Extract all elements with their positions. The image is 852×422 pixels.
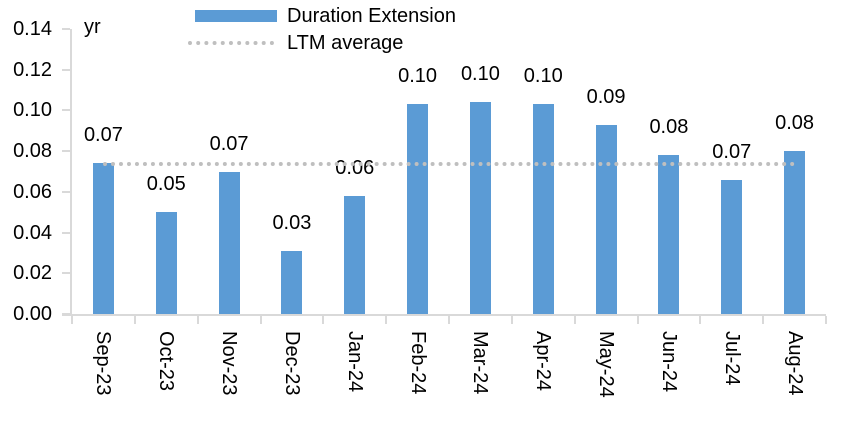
- bar: [218, 171, 240, 314]
- bar: [92, 163, 114, 314]
- y-axis-tick: [62, 272, 70, 275]
- bar-value-label: 0.07: [712, 140, 752, 163]
- bar: [469, 102, 491, 314]
- y-axis-tick: [62, 190, 70, 193]
- legend-label: LTM average: [287, 31, 404, 54]
- y-axis-label: 0.06: [13, 180, 52, 203]
- bar-value-label: 0.09: [586, 85, 626, 108]
- bar-value-label: 0.05: [146, 173, 186, 196]
- y-axis-line: [70, 29, 72, 316]
- x-axis-tick: [573, 316, 576, 324]
- y-axis-tick: [62, 68, 70, 71]
- bar-value-label: 0.10: [398, 65, 438, 88]
- ltm-average-line: [103, 162, 795, 167]
- x-axis-tick: [259, 316, 262, 324]
- bar: [784, 151, 806, 314]
- bar: [721, 179, 743, 314]
- bar-swatch-icon: [195, 9, 277, 22]
- x-axis-tick: [133, 316, 136, 324]
- chart-legend: Duration Extension LTM average: [188, 2, 456, 56]
- bar-value-label: 0.06: [335, 156, 375, 179]
- x-axis-tick: [825, 316, 827, 324]
- bar-value-label: 0.08: [775, 112, 815, 135]
- x-axis-tick: [322, 316, 325, 324]
- bar-value-label: 0.08: [649, 116, 689, 139]
- x-axis-line: [62, 314, 826, 316]
- bar: [344, 195, 366, 314]
- y-axis-label: 0.00: [13, 303, 52, 325]
- x-axis-tick: [448, 316, 450, 324]
- x-axis-tick: [699, 316, 702, 324]
- bar: [658, 155, 680, 314]
- bar-value-label: 0.07: [209, 132, 249, 155]
- x-axis-tick: [385, 316, 388, 324]
- y-axis-tick: [62, 313, 70, 315]
- bar-value-label: 0.07: [83, 124, 123, 147]
- legend-item-duration-extension: Duration Extension: [188, 2, 456, 29]
- bar: [595, 124, 617, 314]
- bar: [407, 104, 429, 314]
- x-axis-tick: [196, 316, 199, 324]
- bar: [281, 250, 303, 314]
- y-axis-label: 0.12: [13, 58, 52, 81]
- y-axis-label: 0.02: [13, 262, 52, 285]
- y-axis-label: 0.08: [13, 140, 52, 163]
- legend-label: Duration Extension: [287, 4, 456, 27]
- y-axis-label: 0.04: [13, 221, 52, 244]
- x-axis-tick: [71, 316, 73, 324]
- y-axis-unit-label: yr: [84, 16, 101, 38]
- y-axis-tick: [62, 150, 70, 153]
- y-axis-tick: [62, 28, 70, 30]
- bar-value-label: 0.10: [523, 65, 563, 88]
- x-axis-tick: [510, 316, 513, 324]
- x-axis-tick: [636, 316, 639, 324]
- bar-value-label: 0.10: [460, 63, 500, 86]
- x-axis-tick: [762, 316, 765, 324]
- legend-item-ltm-average: LTM average: [188, 29, 456, 56]
- dotted-line-swatch-icon: [188, 40, 274, 45]
- bar: [532, 104, 554, 314]
- y-axis-tick: [62, 231, 70, 234]
- bar-value-label: 0.03: [272, 211, 312, 234]
- bar: [155, 212, 177, 314]
- y-axis-tick: [62, 109, 70, 112]
- y-axis-label: 0.14: [13, 18, 52, 40]
- y-axis-label: 0.10: [13, 99, 52, 122]
